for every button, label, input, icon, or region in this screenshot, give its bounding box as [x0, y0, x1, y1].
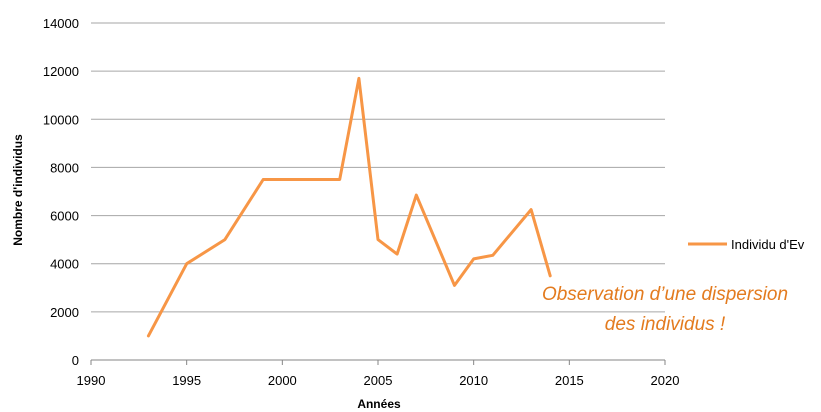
x-tick-label: 1990 — [77, 373, 106, 388]
x-tick-label: 2005 — [364, 373, 393, 388]
y-tick-label: 6000 — [50, 209, 79, 224]
y-tick-label: 0 — [72, 353, 79, 368]
axes — [90, 359, 666, 365]
y-tick-label: 10000 — [43, 112, 79, 127]
annotation-line: Observation d’une dispersion — [542, 284, 788, 305]
y-tick-label: 8000 — [50, 160, 79, 175]
x-tick-label: 2015 — [555, 373, 584, 388]
x-tick-label: 2000 — [268, 373, 297, 388]
y-tick-label: 2000 — [50, 305, 79, 320]
y-tick-label: 12000 — [43, 64, 79, 79]
y-tick-label: 4000 — [50, 257, 79, 272]
x-tick-label: 2020 — [651, 373, 680, 388]
series-lines — [146, 76, 552, 338]
x-tick-label: 2010 — [459, 373, 488, 388]
annotation: Observation d’une dispersion des individ… — [542, 284, 788, 335]
annotation-line: des individus ! — [605, 314, 726, 335]
x-tick-labels: 1990 1995 2000 2005 2010 2015 2020 — [77, 373, 680, 388]
x-tick-label: 1995 — [172, 373, 201, 388]
legend: Individu d'Ev — [688, 237, 805, 252]
y-tick-label: 14000 — [43, 16, 79, 31]
x-axis-title: Années — [357, 397, 401, 411]
gridlines — [91, 22, 665, 313]
legend-label: Individu d'Ev — [731, 237, 805, 252]
y-tick-labels: 0 2000 4000 6000 8000 10000 12000 14000 — [43, 16, 79, 368]
y-axis-title: Nombre d'individus — [11, 134, 25, 246]
series-line — [146, 76, 552, 338]
